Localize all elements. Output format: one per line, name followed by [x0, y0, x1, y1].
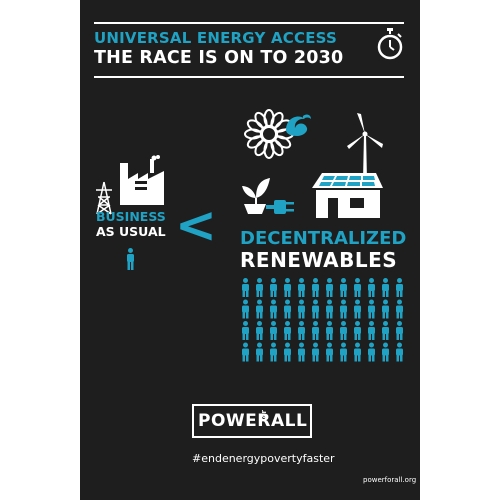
wind-turbine-icon [347, 113, 383, 180]
person-icon [256, 278, 263, 297]
person-icon [312, 321, 319, 340]
person-icon [270, 342, 277, 362]
person-icon [326, 278, 333, 297]
person-icon [284, 278, 291, 297]
person-icon [256, 299, 263, 319]
logo-for: for [260, 410, 268, 422]
less-than-symbol: < [175, 196, 217, 254]
decentralized-label: DECENTRALIZED [240, 228, 407, 249]
stopwatch-icon [377, 28, 403, 60]
person-icon [396, 278, 403, 297]
logo-all: ALL [271, 411, 308, 431]
person-icon [368, 278, 375, 297]
person-icon [368, 321, 375, 340]
solar-house-icon [312, 173, 383, 218]
power-pylon-icon [96, 181, 112, 215]
person-icon [312, 299, 319, 319]
person-icon [340, 299, 347, 319]
person-icon [368, 299, 375, 319]
person-icon [270, 321, 277, 340]
person-icon [340, 321, 347, 340]
person-icon [326, 299, 333, 319]
person-icon [354, 342, 361, 362]
person-icon [340, 278, 347, 297]
title-line-1: UNIVERSAL ENERGY ACCESS [94, 29, 337, 47]
title-line-2: THE RACE IS ON TO 2030 [94, 48, 344, 68]
person-icon [242, 321, 249, 340]
poster: UNIVERSAL ENERGY ACCESS THE RACE IS ON T… [80, 0, 420, 500]
power-for-all-logo: POWER for ALL [192, 404, 312, 438]
person-icon [298, 342, 305, 362]
person-icon [368, 342, 375, 362]
person-icon [382, 321, 389, 340]
person-icon [382, 299, 389, 319]
person-icon [298, 278, 305, 297]
as-usual-label: AS USUAL [96, 224, 166, 239]
person-icon [354, 299, 361, 319]
hashtag: #endenergypovertyfaster [192, 452, 335, 465]
person-icon [382, 342, 389, 362]
factory-icon [120, 155, 164, 205]
person-icon [312, 278, 319, 297]
person-icon [382, 278, 389, 297]
bottom-rule [94, 76, 404, 78]
person-icon [340, 342, 347, 362]
plant-plug-icon [242, 178, 294, 214]
person-icon [256, 342, 263, 362]
person-icon [326, 342, 333, 362]
person-icon [298, 299, 305, 319]
person-icon [242, 278, 249, 297]
logo-power: POWER [198, 411, 271, 431]
person-icon [298, 321, 305, 340]
person-icon [396, 321, 403, 340]
person-icon [256, 321, 263, 340]
person-icon [284, 342, 291, 362]
person-icon [242, 299, 249, 319]
hydro-wave-icon [286, 114, 311, 136]
person-icon [396, 299, 403, 319]
person-icon [127, 248, 134, 270]
people-grid [242, 278, 403, 362]
person-icon [326, 321, 333, 340]
person-icon [312, 342, 319, 362]
person-icon [284, 321, 291, 340]
person-icon [284, 299, 291, 319]
person-icon [354, 278, 361, 297]
person-icon [270, 299, 277, 319]
renewables-label: RENEWABLES [240, 248, 398, 272]
person-icon [242, 342, 249, 362]
person-icon [354, 321, 361, 340]
website-url: powerforall.org [363, 476, 417, 484]
person-icon [396, 342, 403, 362]
person-icon [270, 278, 277, 297]
top-rule [94, 22, 404, 24]
business-label: BUSINESS [96, 209, 166, 224]
